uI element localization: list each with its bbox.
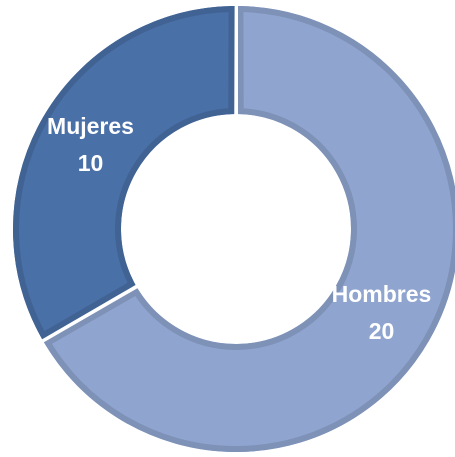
data-label-value: 10 — [78, 150, 104, 176]
data-label-name: Mujeres — [47, 113, 134, 139]
data-label-name: Hombres — [332, 281, 432, 307]
donut-segment — [38, 1, 455, 456]
data-label-value: 20 — [369, 318, 395, 344]
segment-border — [43, 5, 455, 452]
segment-border — [13, 5, 235, 340]
